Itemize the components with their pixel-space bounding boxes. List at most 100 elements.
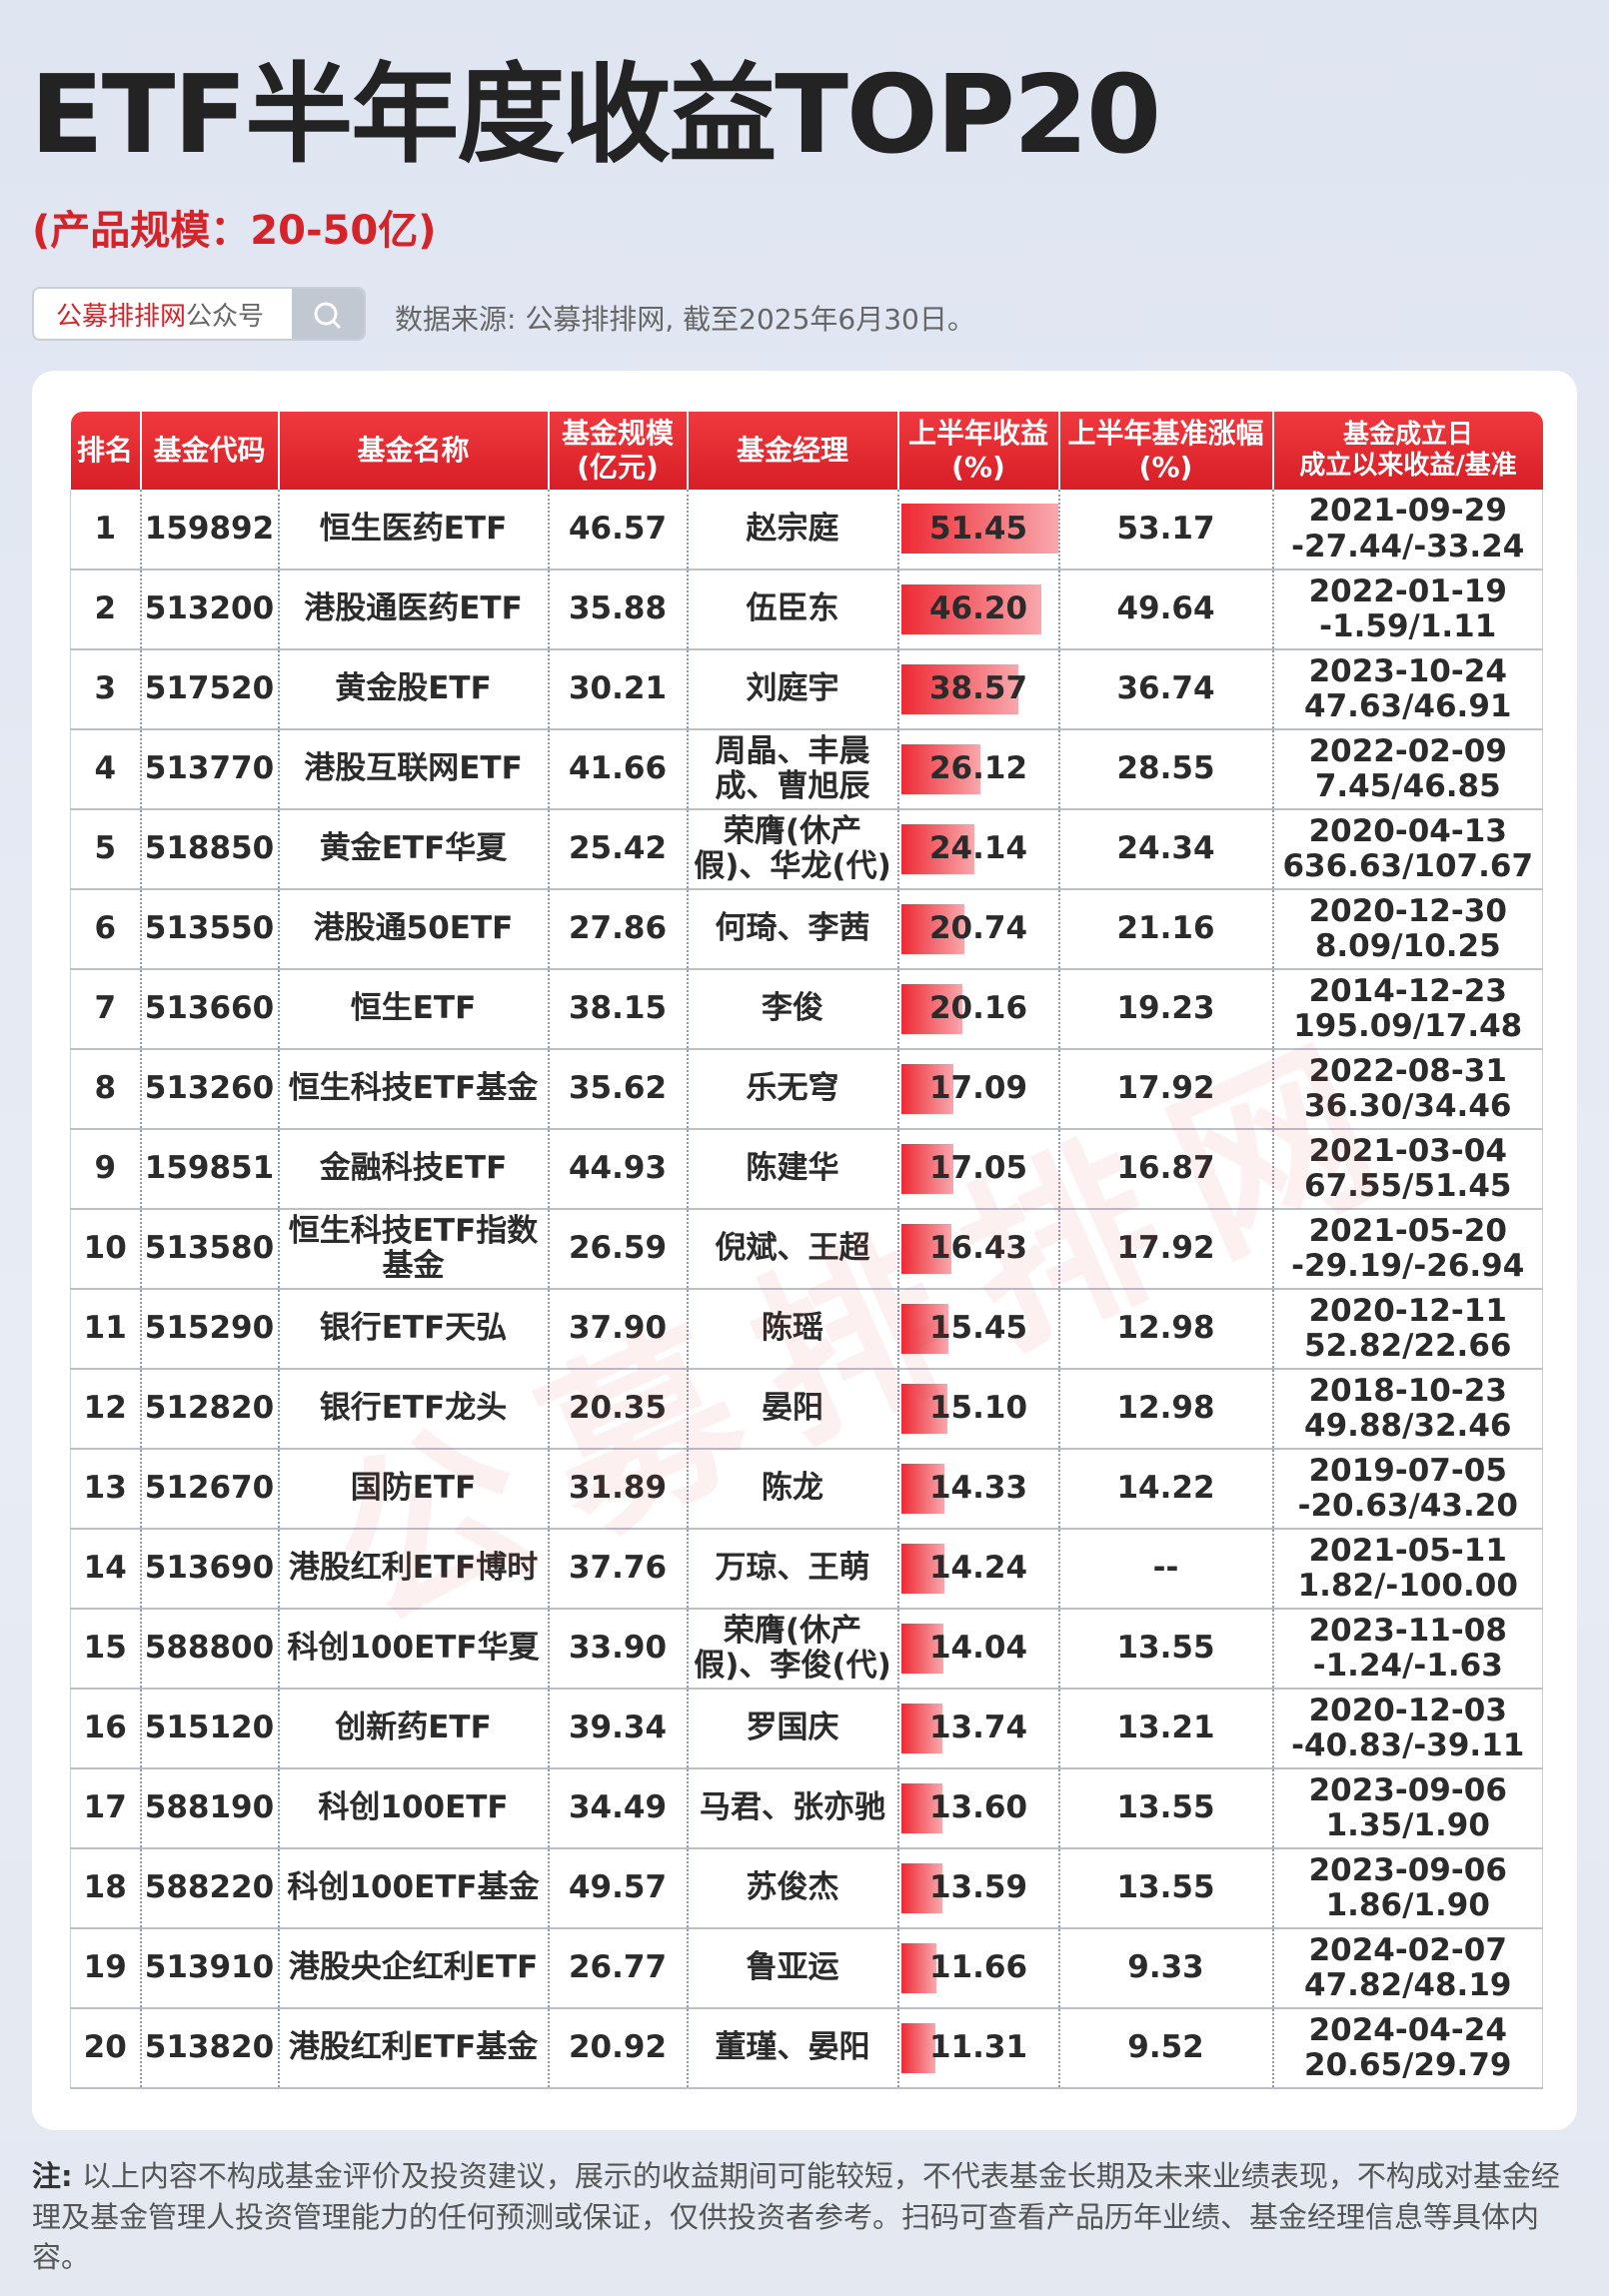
column-header-line: 基金经理 — [736, 434, 848, 468]
inception-cell: 2020-12-11 52.82/22.66 — [1271, 1289, 1543, 1370]
table-cell: -- — [1057, 1529, 1273, 1610]
table-cell: 39.34 — [547, 1689, 688, 1769]
column-header-line: 成立以来收益/基准 — [1299, 451, 1517, 481]
since-inception-return: -1.24/-1.63 — [1312, 1648, 1503, 1684]
inception-cell: 2020-12-30 8.09/10.25 — [1271, 889, 1543, 970]
return-value: 17.05 — [928, 1150, 1028, 1187]
inception-date: 2023-10-24 — [1308, 652, 1507, 689]
table-cell: 11 — [70, 1289, 141, 1370]
column-header-line: (%) — [951, 451, 1005, 484]
table-cell: 21.16 — [1057, 889, 1273, 970]
return-bar — [900, 744, 981, 794]
inception-date: 2021-03-04 — [1308, 1132, 1507, 1169]
table-cell: 金融科技ETF — [277, 1129, 549, 1210]
table-cell: 10 — [70, 1209, 141, 1290]
table-cell: 17 — [70, 1768, 141, 1849]
since-inception-return: 1.86/1.90 — [1325, 1887, 1490, 1923]
table-cell: 4 — [70, 729, 141, 810]
table-cell: 37.90 — [547, 1289, 688, 1370]
table-cell: 3 — [70, 649, 141, 730]
table-cell: 港股红利ETF博时 — [277, 1529, 549, 1610]
table-body: 1 159892 恒生医药ETF 46.57 赵宗庭 51.45 53.17 2021-09-… — [70, 490, 1543, 2089]
since-inception-return: 47.82/48.19 — [1304, 1967, 1512, 2003]
table-cell: 38.15 — [547, 969, 688, 1050]
return-cell: 16.43 — [896, 1209, 1059, 1290]
table-cell: 14 — [70, 1529, 141, 1610]
table-cell: 1 — [70, 490, 141, 571]
table-row: 18 588220 科创100ETF基金 49.57 苏俊杰 13.59 13.55 2023… — [70, 1848, 1543, 1929]
return-bar — [900, 1384, 947, 1434]
table-cell: 49.57 — [547, 1848, 688, 1929]
since-inception-return: 7.45/46.85 — [1314, 768, 1501, 804]
return-bar — [900, 664, 1019, 714]
table-cell: 6 — [70, 889, 141, 970]
inception-date: 2023-09-06 — [1308, 1851, 1507, 1888]
table-row: 19 513910 港股央企红利ETF 26.77 鲁亚运 11.66 9.33 2024-0… — [70, 1928, 1543, 2009]
return-bar — [900, 904, 964, 954]
inception-date: 2020-12-03 — [1308, 1692, 1507, 1728]
search-button[interactable] — [292, 289, 364, 339]
column-header: 上半年基准涨幅 (%) — [1057, 412, 1273, 490]
table-row: 4 513770 港股互联网ETF 41.66 周晶、丰晨成、曹旭辰 26.12 28.55… — [70, 729, 1543, 810]
return-bar — [900, 1704, 943, 1753]
table-cell: 恒生ETF — [277, 969, 549, 1050]
return-cell: 13.59 — [896, 1848, 1059, 1929]
return-cell: 20.74 — [896, 889, 1059, 970]
table-cell: 罗国庆 — [686, 1689, 898, 1769]
since-inception-return: -29.19/-26.94 — [1291, 1248, 1525, 1284]
table-cell: 35.88 — [547, 570, 688, 650]
table-cell: 17.92 — [1057, 1209, 1273, 1290]
return-bar — [900, 824, 975, 874]
return-cell: 14.24 — [896, 1529, 1059, 1610]
return-cell: 26.12 — [896, 729, 1059, 810]
search-box[interactable]: 公募排排网 公众号 — [32, 287, 366, 341]
return-value: 38.57 — [928, 670, 1028, 707]
inception-cell: 2023-09-06 1.86/1.90 — [1271, 1848, 1543, 1929]
return-cell: 15.45 — [896, 1289, 1059, 1370]
column-header: 排名 — [70, 412, 141, 490]
inception-cell: 2024-02-07 47.82/48.19 — [1271, 1928, 1543, 2009]
table-cell: 513580 — [139, 1209, 279, 1290]
inception-cell: 2018-10-23 49.88/32.46 — [1271, 1369, 1543, 1450]
return-bar — [900, 984, 963, 1034]
table-cell: 28.55 — [1057, 729, 1273, 810]
since-inception-return: 636.63/107.67 — [1282, 848, 1534, 884]
inception-date: 2021-09-29 — [1308, 493, 1507, 530]
return-value: 24.14 — [928, 830, 1028, 867]
table-cell: 13.21 — [1057, 1689, 1273, 1769]
return-value: 51.45 — [928, 510, 1028, 547]
return-cell: 17.09 — [896, 1049, 1059, 1130]
footnote-label: 注: — [32, 2159, 73, 2193]
table-cell: 陈建华 — [686, 1129, 898, 1210]
table-cell: 19 — [70, 1928, 141, 2009]
table-cell: 24.34 — [1057, 809, 1273, 890]
return-cell: 11.31 — [896, 2008, 1059, 2089]
table-cell: 恒生科技ETF基金 — [277, 1049, 549, 1130]
return-bar — [900, 1783, 942, 1833]
inception-cell: 2022-08-31 36.30/34.46 — [1271, 1049, 1543, 1130]
table-row: 17 588190 科创100ETF 34.49 马君、张亦驰 13.60 13.55 202… — [70, 1768, 1543, 1849]
table-cell: 9.33 — [1057, 1928, 1273, 2009]
inception-date: 2024-04-24 — [1308, 2011, 1507, 2048]
table-cell: 20.92 — [547, 2008, 688, 2089]
table-cell: 17.92 — [1057, 1049, 1273, 1130]
table-cell: 港股互联网ETF — [277, 729, 549, 810]
table-cell: 荣膺(休产假)、华龙(代) — [686, 809, 898, 890]
table-row: 9 159851 金融科技ETF 44.93 陈建华 17.05 16.87 2021-03-… — [70, 1129, 1543, 1210]
inception-date: 2021-05-11 — [1308, 1532, 1507, 1569]
subtitle: (产品规模：20-50亿) — [32, 208, 437, 254]
return-value: 46.20 — [928, 590, 1028, 627]
return-value: 13.60 — [928, 1789, 1028, 1826]
table-cell: 恒生医药ETF — [277, 490, 549, 571]
return-cell: 15.10 — [896, 1369, 1059, 1450]
table-cell: 科创100ETF — [277, 1768, 549, 1849]
table-cell: 14.22 — [1057, 1449, 1273, 1530]
return-bar — [900, 1464, 945, 1514]
table-cell: 13 — [70, 1449, 141, 1530]
table-cell: 港股通50ETF — [277, 889, 549, 970]
table-row: 3 517520 黄金股ETF 30.21 刘庭宇 38.57 36.74 2023-10-2… — [70, 649, 1543, 730]
table-cell: 赵宗庭 — [686, 490, 898, 571]
inception-date: 2021-05-20 — [1308, 1212, 1507, 1249]
table-cell: 黄金股ETF — [277, 649, 549, 730]
return-value: 17.09 — [928, 1070, 1028, 1107]
